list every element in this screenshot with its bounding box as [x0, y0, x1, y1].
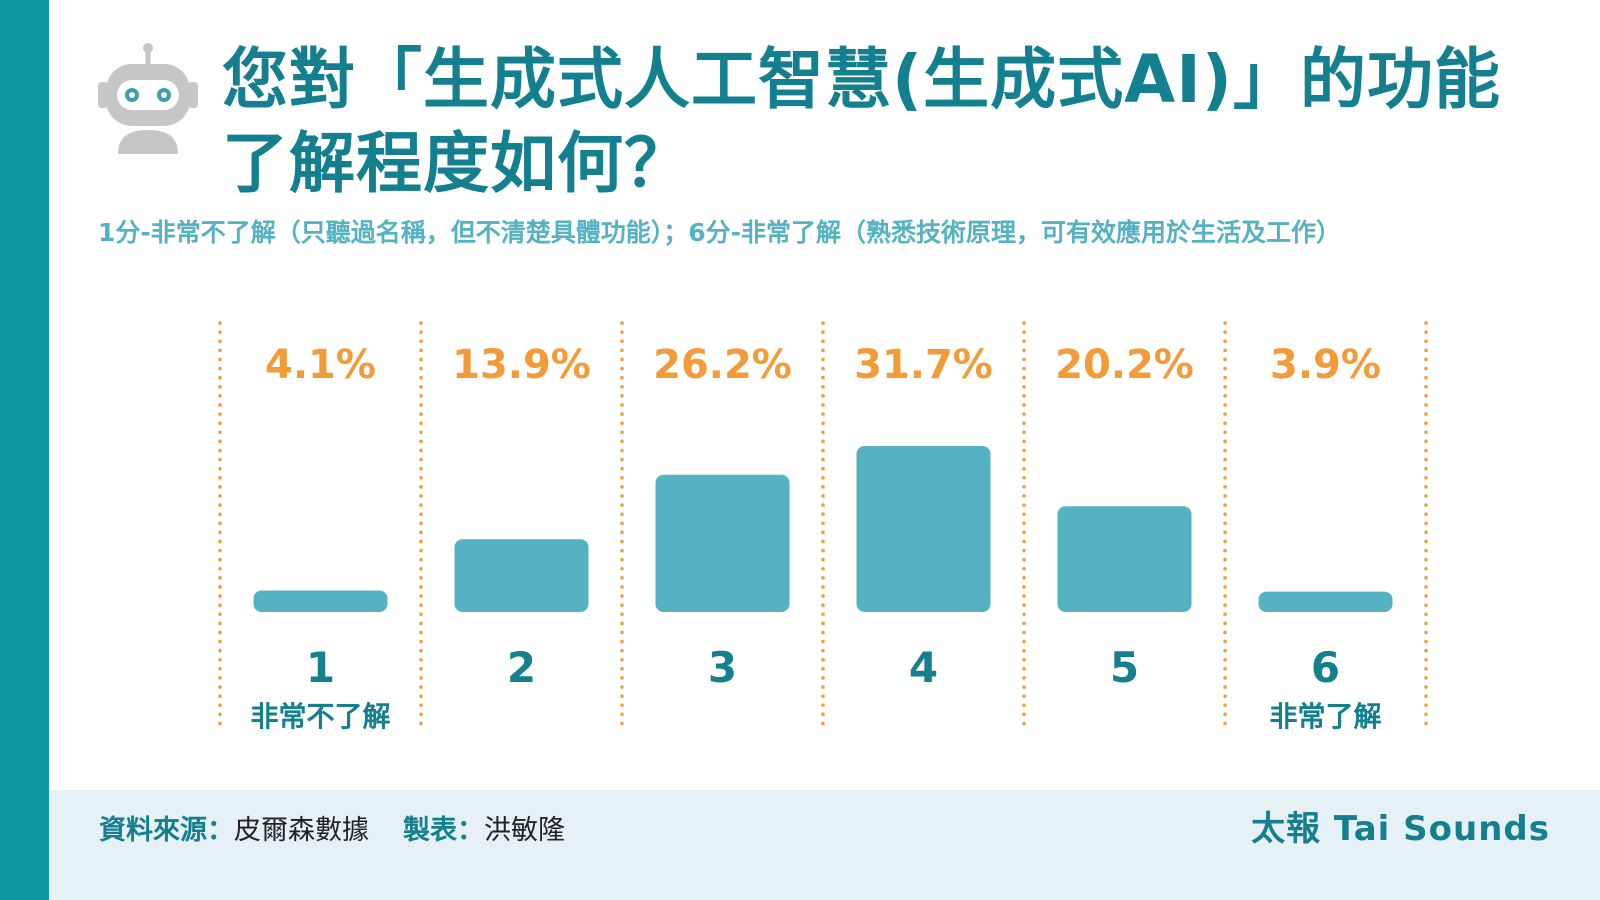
source-line: 資料來源：皮爾森數據 製表：洪敏隆 [99, 810, 565, 852]
bar-3 [655, 474, 790, 612]
bar-4 [856, 446, 991, 612]
value-label-3: 26.2% [653, 342, 792, 388]
bar-6 [1258, 591, 1393, 612]
source-value: 皮爾森數據 [234, 815, 369, 846]
value-label-6: 3.9% [1270, 342, 1381, 388]
category-label-1: 1 [306, 643, 335, 692]
bar-5 [1057, 506, 1192, 612]
source-label: 資料來源： [99, 815, 234, 846]
category-label-4: 4 [909, 643, 938, 692]
category-label-5: 5 [1110, 643, 1139, 692]
category-label-2: 2 [507, 643, 536, 692]
robot-icon [98, 43, 198, 154]
left-accent-bar [0, 0, 49, 900]
value-label-5: 20.2% [1055, 342, 1194, 388]
title-line-2: 了解程度如何？ [222, 125, 691, 202]
bar-chart: 4.1% 1 非常不了解 13.9% 2 26.2% 3 31.7% 4 20.2% 5 3.9% 6 非… [218, 321, 1428, 733]
maker-label: 製表： [403, 815, 484, 846]
chart-subtitle: 1分-非常不了解（只聽過名稱，但不清楚具體功能）；6分-非常了解（熟悉技術原理，… [98, 218, 1342, 247]
bar-1 [253, 590, 388, 612]
bar-2 [454, 539, 589, 612]
category-label-3: 3 [708, 643, 737, 692]
category-sublabel-1: 非常不了解 [250, 700, 390, 733]
category-label-6: 6 [1311, 643, 1340, 692]
value-label-2: 13.9% [452, 342, 591, 388]
value-label-1: 4.1% [265, 342, 376, 388]
value-label-4: 31.7% [854, 342, 993, 388]
footer: 資料來源：皮爾森數據 製表：洪敏隆 太報 Tai Sounds [49, 790, 1600, 900]
maker-value: 洪敏隆 [484, 815, 565, 846]
title-line-1: 您對「生成式人工智慧(生成式AI)」的功能 [222, 41, 1501, 118]
category-sublabel-6: 非常了解 [1269, 700, 1381, 733]
brand-logo: 太報 Tai Sounds [1251, 809, 1550, 849]
page-title: 您對「生成式人工智慧(生成式AI)」的功能 了解程度如何？ [222, 38, 1562, 206]
